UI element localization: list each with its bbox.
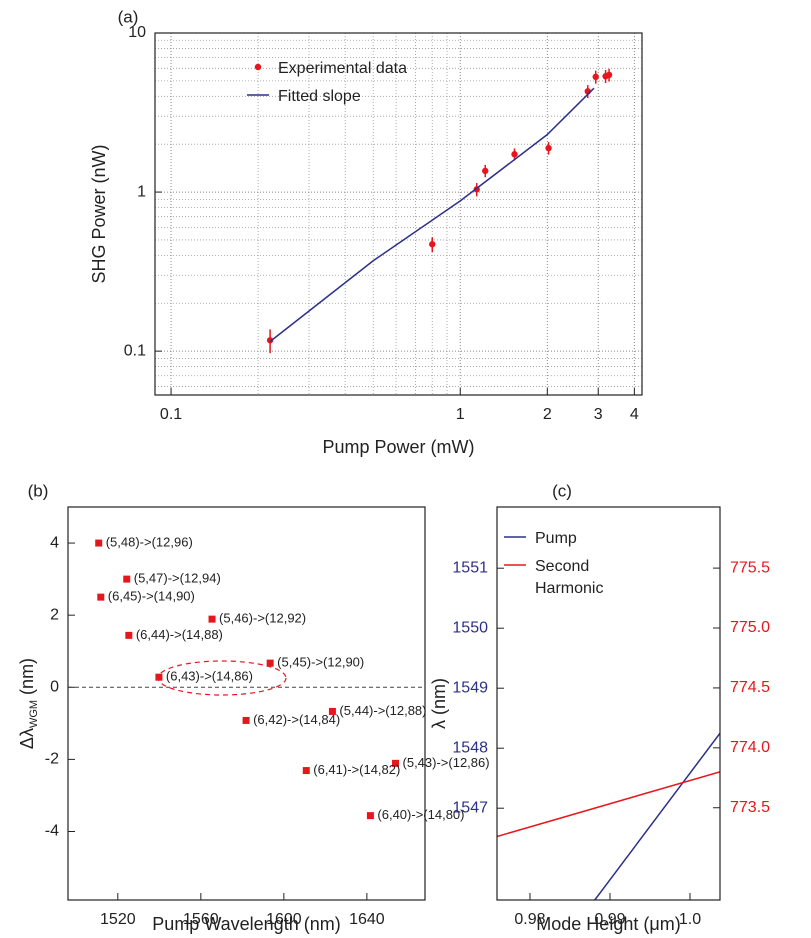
point-label: (6,42)->(14,84) [253,712,340,727]
x-axis-label: Pump Power (mW) [322,437,474,457]
y-tick-label: 1549 [452,679,488,696]
panel-label: (b) [28,481,49,500]
point-label: (6,43)->(14,86) [166,669,253,684]
legend-swatch [254,63,262,71]
y-tick-label: 0 [50,678,59,695]
y-axis-label: ΔλWGM (nm) [17,658,40,749]
x-tick-label: 1520 [100,911,136,928]
series-line [497,771,720,838]
y2-tick-label: 774.0 [730,739,770,756]
legend: Pump Second Harmonic [503,528,627,606]
legend-label: Fitted slope [278,88,361,105]
y-axis-label-part: (nm) [17,658,37,695]
point-label: (5,47)->(12,94) [134,571,221,586]
point-label: (5,48)->(12,96) [106,534,193,549]
y2-tick-label: 775.5 [730,559,770,576]
point-label: (6,44)->(14,88) [136,627,223,642]
plot-frame [67,506,426,901]
point-label: (5,44)->(12,88) [339,703,426,718]
plot-frame [496,506,721,901]
x-tick-label: 1600 [266,911,302,928]
point-label: (5,46)->(12,92) [219,611,306,626]
x-tick-label: 0.99 [594,911,625,928]
point-label: (6,45)->(14,90) [108,589,195,604]
legend-swatch [247,94,269,96]
point [155,673,163,681]
y-tick-label: 10 [128,24,146,41]
y-tick-label: 1550 [452,619,488,636]
point [97,593,105,601]
point [392,759,400,767]
legend-entry: Pump [503,528,627,550]
y2-tick-label: 775.0 [730,619,770,636]
point [545,144,552,152]
point [242,716,250,724]
point [429,241,436,248]
point [328,707,336,715]
point [266,659,274,667]
point [366,812,374,820]
point [125,631,133,639]
y-axis-label-part: WGM [28,700,40,728]
plot-frame [154,32,643,396]
legend-label: Second Harmonic [535,558,604,597]
x-tick-label: 0.98 [514,911,545,928]
point [605,71,613,79]
y-tick-label: 1548 [452,739,488,756]
y-tick-label: 1547 [452,799,488,816]
legend-swatch [504,564,526,566]
x-tick-label: 1560 [183,911,219,928]
point [302,767,310,775]
legend-entry: Fitted slope [246,86,407,108]
point [482,167,489,175]
y-tick-label: 1551 [452,559,488,576]
y2-tick-label: 774.5 [730,679,770,696]
y2-tick-label: 773.5 [730,799,770,816]
legend-swatch [504,536,526,538]
point [95,539,103,547]
x-tick-label: 1 [456,406,465,423]
point-label: (6,40)->(14,80) [377,807,464,822]
legend-entry: Second Harmonic [503,556,627,600]
y-tick-label: 4 [50,534,59,551]
panel-label: (a) [118,7,139,26]
series-line [269,87,595,343]
x-tick-label: 4 [630,406,639,423]
x-tick-label: 2 [543,406,552,423]
y-axis-label: λ (nm) [429,678,449,729]
y-axis-label-part: Δλ [17,728,37,749]
point-label: (5,43)->(12,86) [403,755,490,770]
point [592,73,599,81]
y-tick-label: 1 [137,183,146,200]
legend-marker [254,63,262,71]
x-tick-label: 1.0 [679,911,701,928]
y-tick-label: 2 [50,606,59,623]
point [208,615,216,623]
y-tick-label: -4 [45,823,59,840]
x-tick-label: 3 [594,406,603,423]
y-tick-label: 0.1 [124,342,146,359]
point [266,337,274,344]
point [511,151,518,158]
legend-label: Pump [535,530,577,547]
series-line [594,732,720,900]
panel-label: (c) [552,481,572,500]
x-tick-label: 0.1 [160,406,182,423]
legend-label: Experimental data [278,60,407,77]
y-tick-label: -2 [45,751,59,768]
y-axis-label: SHG Power (nW) [89,144,109,283]
point-label: (6,41)->(14,82) [313,762,400,777]
x-axis-label: Pump Wavelength (nm) [152,914,340,934]
legend-entry: Experimental data [246,58,407,80]
x-tick-label: 1640 [349,911,385,928]
legend: Experimental data Fitted slope [246,58,407,114]
point-label: (5,45)->(12,90) [277,655,364,670]
point [123,575,131,583]
x-axis-label: Mode Height (μm) [536,914,680,934]
